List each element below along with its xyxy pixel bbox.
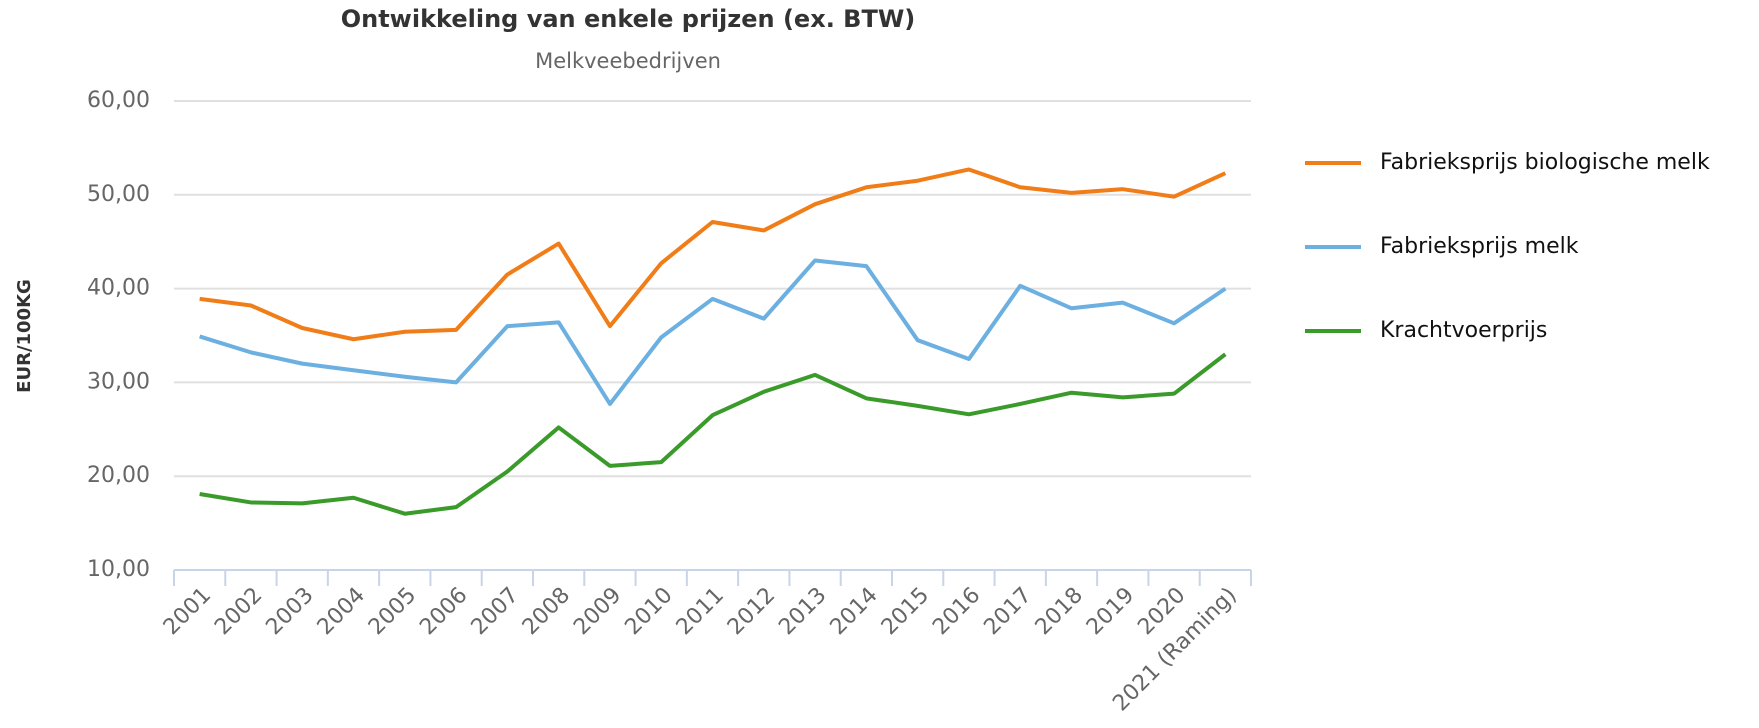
x-tick-label: 2006 [415, 583, 472, 640]
x-tick-label: 2002 [210, 583, 267, 640]
x-tick-label: 2004 [313, 583, 370, 640]
x-tick-label: 2010 [620, 583, 677, 640]
x-tick-label: 2001 [159, 583, 216, 640]
x-tick-label: 2009 [569, 583, 626, 640]
y-tick-label: 50,00 [87, 182, 150, 207]
x-tick-label: 2013 [774, 583, 831, 640]
x-tick-label: 2005 [364, 583, 421, 640]
legend-label: Fabrieksprijs melk [1380, 234, 1579, 259]
x-tick-label: 2017 [979, 583, 1036, 640]
chart-subtitle: Melkveebedrijven [535, 49, 721, 73]
x-tick-label: 2016 [928, 583, 985, 640]
y-tick-label: 10,00 [87, 557, 150, 582]
x-tick-label: 2011 [672, 583, 729, 640]
y-axis-label: EUR/100KG [14, 279, 35, 393]
x-tick-label: 2007 [467, 583, 524, 640]
legend-label: Fabrieksprijs biologische melk [1380, 150, 1710, 175]
chart-title: Ontwikkeling van enkele prijzen (ex. BTW… [341, 5, 916, 33]
x-tick-label: 2014 [826, 583, 883, 640]
y-tick-label: 60,00 [87, 88, 150, 113]
y-tick-label: 40,00 [87, 276, 150, 301]
x-tick-label: 2008 [518, 583, 575, 640]
y-tick-label: 20,00 [87, 463, 150, 488]
line-series [199, 258, 1227, 406]
x-tick-label: 2003 [261, 583, 318, 640]
x-tick-label: 2015 [877, 583, 934, 640]
x-tick-label: 2018 [1031, 583, 1088, 640]
y-tick-label: 30,00 [87, 369, 150, 394]
line-series [199, 352, 1227, 516]
x-tick-label: 2012 [723, 583, 780, 640]
line-series [199, 167, 1227, 342]
x-tick-label: 2019 [1082, 583, 1139, 640]
legend-label: Krachtvoerprijs [1380, 318, 1547, 343]
